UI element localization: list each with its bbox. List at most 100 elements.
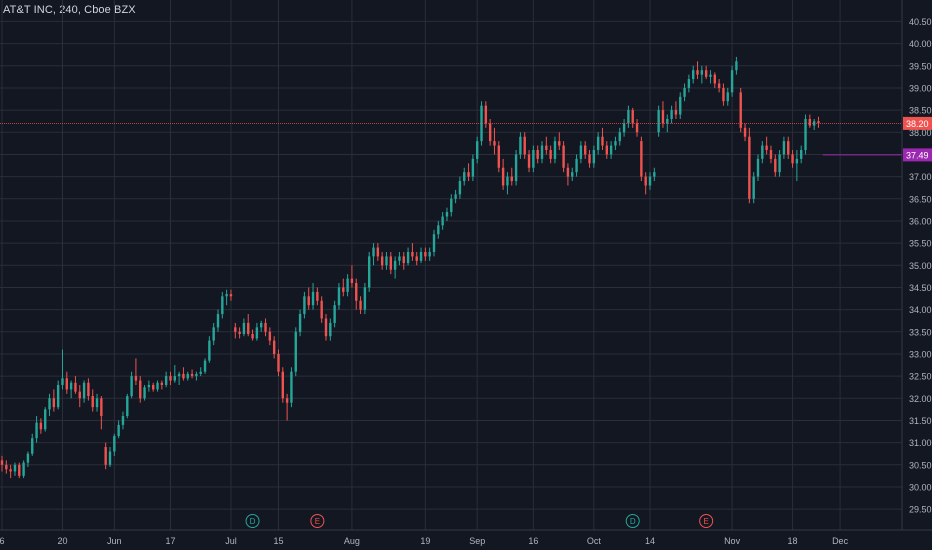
candle[interactable] [169, 371, 172, 385]
candle[interactable] [398, 251, 401, 266]
candle[interactable] [791, 150, 794, 168]
candle[interactable] [415, 251, 418, 266]
candle[interactable] [389, 251, 392, 275]
candle[interactable] [380, 251, 384, 270]
candle[interactable] [216, 309, 220, 332]
candle-body[interactable] [510, 176, 513, 182]
candle-body[interactable] [272, 340, 276, 354]
candle-body[interactable] [65, 378, 68, 390]
candle-body[interactable] [333, 305, 336, 323]
candle[interactable] [575, 154, 578, 177]
candle[interactable] [704, 65, 708, 80]
candle-body[interactable] [108, 451, 112, 465]
candle-body[interactable] [389, 256, 392, 270]
candle-body[interactable] [748, 136, 751, 199]
candle-body[interactable] [255, 327, 259, 339]
candle-body[interactable] [480, 105, 483, 142]
candle-body[interactable] [160, 382, 164, 385]
candle-body[interactable] [324, 318, 328, 337]
candle[interactable] [808, 114, 812, 128]
candle[interactable] [368, 251, 371, 292]
candle-body[interactable] [143, 387, 146, 399]
candle[interactable] [683, 83, 686, 102]
candle-body[interactable] [778, 154, 781, 173]
candle[interactable] [147, 380, 151, 392]
candle-body[interactable] [152, 384, 155, 390]
candle-body[interactable] [700, 70, 704, 75]
candle-body[interactable] [536, 150, 539, 159]
candle[interactable] [208, 336, 211, 363]
candle[interactable] [670, 105, 673, 124]
candle[interactable] [748, 127, 751, 204]
dividend-marker-circle[interactable] [245, 514, 260, 528]
candle-body[interactable] [139, 380, 142, 399]
candle[interactable] [692, 65, 695, 84]
candle-body[interactable] [247, 322, 250, 335]
candle-body[interactable] [277, 353, 280, 372]
candle-body[interactable] [545, 145, 548, 151]
candle-body[interactable] [173, 376, 176, 381]
candle-body[interactable] [735, 61, 738, 71]
price-axis[interactable]: 29.50 30.00 30.50 31.00 31.50 32.00 32.50 33.00… [901, 0, 932, 530]
candle[interactable] [48, 393, 51, 417]
candle-body[interactable] [182, 373, 185, 379]
candle[interactable] [260, 320, 263, 332]
candle-body[interactable] [575, 158, 578, 173]
candle-body[interactable] [804, 118, 807, 151]
candle-body[interactable] [100, 398, 103, 417]
candle[interactable] [298, 309, 302, 337]
candle-body[interactable] [221, 296, 224, 315]
candle[interactable] [609, 141, 613, 159]
candle[interactable] [687, 74, 691, 93]
candle-body[interactable] [234, 327, 237, 332]
candle-body[interactable] [126, 396, 129, 417]
candle-body[interactable] [596, 136, 600, 151]
candle[interactable] [65, 371, 68, 394]
candle-body[interactable] [398, 256, 401, 261]
candle[interactable] [156, 380, 159, 392]
candle-body[interactable] [199, 371, 202, 374]
candle[interactable] [514, 150, 518, 186]
candle-body[interactable] [450, 198, 453, 213]
candle[interactable] [653, 167, 656, 182]
candle[interactable] [661, 101, 665, 128]
candle[interactable] [126, 393, 129, 419]
candle[interactable] [713, 72, 716, 88]
candle-body[interactable] [679, 96, 682, 115]
candle[interactable] [592, 145, 596, 168]
candle-body[interactable] [393, 260, 397, 270]
candle-body[interactable] [134, 376, 138, 381]
candle[interactable] [709, 70, 712, 84]
earnings-marker-circle[interactable] [310, 514, 325, 528]
candle[interactable] [523, 132, 526, 159]
candle[interactable] [13, 462, 17, 476]
candle[interactable] [186, 371, 189, 381]
candles[interactable] [0, 56, 820, 479]
candle-body[interactable] [674, 110, 678, 115]
candle-body[interactable] [670, 110, 673, 119]
candle[interactable] [18, 462, 21, 479]
candle-body[interactable] [177, 373, 181, 377]
candle[interactable] [488, 118, 492, 146]
candle[interactable] [484, 101, 488, 128]
candle-body[interactable] [9, 469, 12, 472]
candle[interactable] [363, 283, 367, 315]
candle-body[interactable] [56, 384, 60, 408]
candle[interactable] [69, 380, 73, 399]
candle[interactable] [432, 229, 436, 257]
candle[interactable] [674, 101, 678, 119]
candle-body[interactable] [411, 251, 414, 257]
candle[interactable] [454, 189, 457, 204]
candle-body[interactable] [91, 396, 94, 408]
candle-body[interactable] [69, 382, 73, 390]
candle-body[interactable] [467, 172, 470, 177]
candle[interactable] [359, 296, 362, 315]
candle-body[interactable] [532, 150, 535, 168]
candle-body[interactable] [78, 391, 81, 399]
candle[interactable] [238, 327, 241, 339]
candle-body[interactable] [329, 322, 332, 337]
candle-body[interactable] [657, 110, 660, 133]
candle-body[interactable] [730, 70, 734, 93]
candle[interactable] [5, 460, 8, 474]
candle-body[interactable] [359, 300, 362, 310]
